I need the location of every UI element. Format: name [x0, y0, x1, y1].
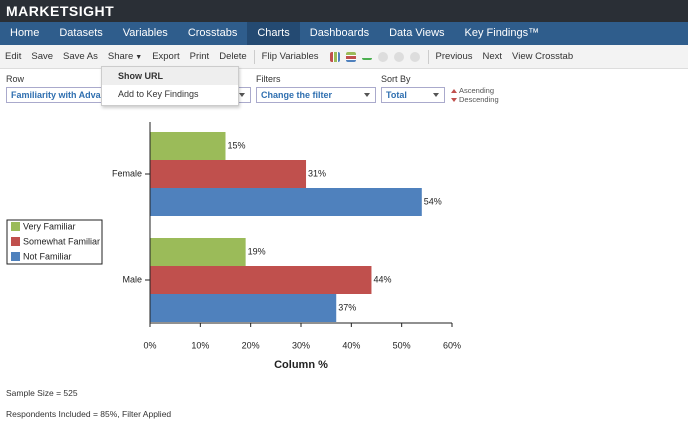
nav-item[interactable]: Datasets [59, 27, 103, 39]
icon-gauge[interactable] [409, 51, 420, 62]
x-tick-label: 40% [342, 340, 360, 350]
nav-item[interactable]: Variables [122, 27, 168, 39]
icon-pie[interactable] [377, 51, 388, 62]
toolbar-button[interactable]: Edit [0, 51, 26, 62]
nav-item[interactable]: Charts [247, 22, 300, 45]
nav-bar: Home Datasets Variables Crosstabs Charts Dash… [0, 22, 688, 45]
x-tick-label: 0% [143, 340, 156, 350]
top-bar: MARKETSIGHT [0, 0, 688, 22]
y-tick-label: Male [122, 274, 142, 284]
sort-select[interactable]: Total [381, 87, 445, 103]
toolbar-text: Delete [219, 51, 247, 62]
descending-text: Descending [459, 95, 499, 104]
value-label: 54% [424, 196, 442, 206]
toolbar-button[interactable]: Save As [58, 51, 103, 62]
icon-line[interactable] [361, 52, 372, 60]
legend-swatch [11, 237, 20, 246]
toolbar-text: Export [152, 51, 180, 62]
x-tick-label: 20% [242, 340, 260, 350]
toolbar-button[interactable]: Print [185, 51, 215, 62]
nav-item[interactable]: Data Views [389, 27, 445, 39]
nav-item[interactable]: Home [10, 27, 40, 39]
toolbar-button[interactable]: Next [478, 51, 508, 62]
menu-item[interactable]: Show URL [102, 67, 238, 85]
toolbar-button[interactable]: Share ▼ [103, 51, 147, 62]
icon-donut[interactable] [393, 51, 404, 62]
sample-size: Sample Size = 525 [6, 388, 78, 398]
x-tick-label: 60% [443, 340, 461, 350]
toolbar-text: Previous [435, 51, 473, 62]
bar [150, 188, 422, 216]
value-label: 44% [373, 274, 391, 284]
separator [253, 49, 255, 64]
icon-column[interactable] [329, 51, 340, 62]
toolbar-text: Share [107, 51, 134, 62]
sort-label: Sort By [381, 74, 411, 84]
toolbar-button[interactable]: Save [26, 51, 58, 62]
toolbar: Edit Save Save As Share ▼ Export Print Delete F… [0, 45, 688, 69]
bar [150, 266, 372, 294]
share-menu: Show URL Add to Key Findings [101, 66, 239, 106]
sort-descending[interactable]: Descending [451, 95, 499, 104]
x-tick-label: 10% [191, 340, 209, 350]
toolbar-button[interactable]: View Crosstab [507, 51, 578, 62]
legend-swatch [11, 222, 20, 231]
toolbar-group: Edit Save Save As Share ▼ Export Print Delete [0, 51, 252, 62]
chart: Column % 0% 10% 20% 30% 40% 50% 60% Female 15% 31… [6, 122, 461, 371]
sort-ascending[interactable]: Ascending [451, 86, 494, 95]
bar [150, 160, 307, 188]
nav-item[interactable]: Crosstabs [187, 27, 238, 39]
separator [427, 49, 429, 64]
toolbar-text: Save As [63, 51, 98, 62]
x-tick-label: 50% [393, 340, 411, 350]
x-axis-title: Column % [274, 359, 328, 371]
legend-label: Very Familiar [23, 221, 76, 231]
legend-box [6, 219, 103, 265]
legend-swatch [11, 252, 20, 261]
caret: ▼ [135, 54, 143, 61]
bar [150, 132, 226, 160]
nav-item[interactable]: Key Findings™ [464, 27, 540, 39]
row-label: Row [6, 74, 25, 84]
legend-label: Somewhat Familiar [23, 236, 100, 246]
y-tick-label: Female [112, 168, 142, 178]
toolbar-button[interactable]: Delete [214, 51, 251, 62]
x-tick-label: 30% [292, 340, 310, 350]
toolbar-button[interactable]: Export [147, 51, 184, 62]
bar [150, 294, 337, 322]
logo[interactable]: MARKETSIGHT [6, 3, 115, 19]
toolbar-group: Flip Variables [257, 51, 324, 62]
value-label: 31% [308, 168, 326, 178]
value-label: 15% [228, 140, 246, 150]
filters-label: Filters [256, 74, 281, 84]
value-label: 19% [248, 246, 266, 256]
respondents: Respondents Included = 85%, Filter Appli… [6, 409, 172, 419]
toolbar-text: Flip Variables [261, 51, 319, 62]
nav-item[interactable]: Dashboards [309, 27, 370, 39]
toolbar-text: Save [31, 51, 54, 62]
toolbar-group: Previous Next View Crosstab [431, 51, 579, 62]
toolbar-button[interactable]: Previous [431, 51, 478, 62]
toolbar-text: Next [482, 51, 503, 62]
toolbar-text: Edit [5, 51, 22, 62]
toolbar-button[interactable]: Flip Variables [257, 51, 324, 62]
legend-label: Not Familiar [23, 251, 72, 261]
bar [150, 238, 246, 266]
chart-type-icons [324, 51, 426, 62]
toolbar-text: View Crosstab [512, 51, 574, 62]
value-label: 37% [338, 302, 356, 312]
icon-bar[interactable] [345, 51, 356, 62]
ascending-text: Ascending [459, 86, 495, 95]
filters-select[interactable]: Change the filter [256, 87, 376, 103]
menu-item[interactable]: Add to Key Findings [118, 89, 199, 99]
toolbar-text: Print [189, 51, 210, 62]
